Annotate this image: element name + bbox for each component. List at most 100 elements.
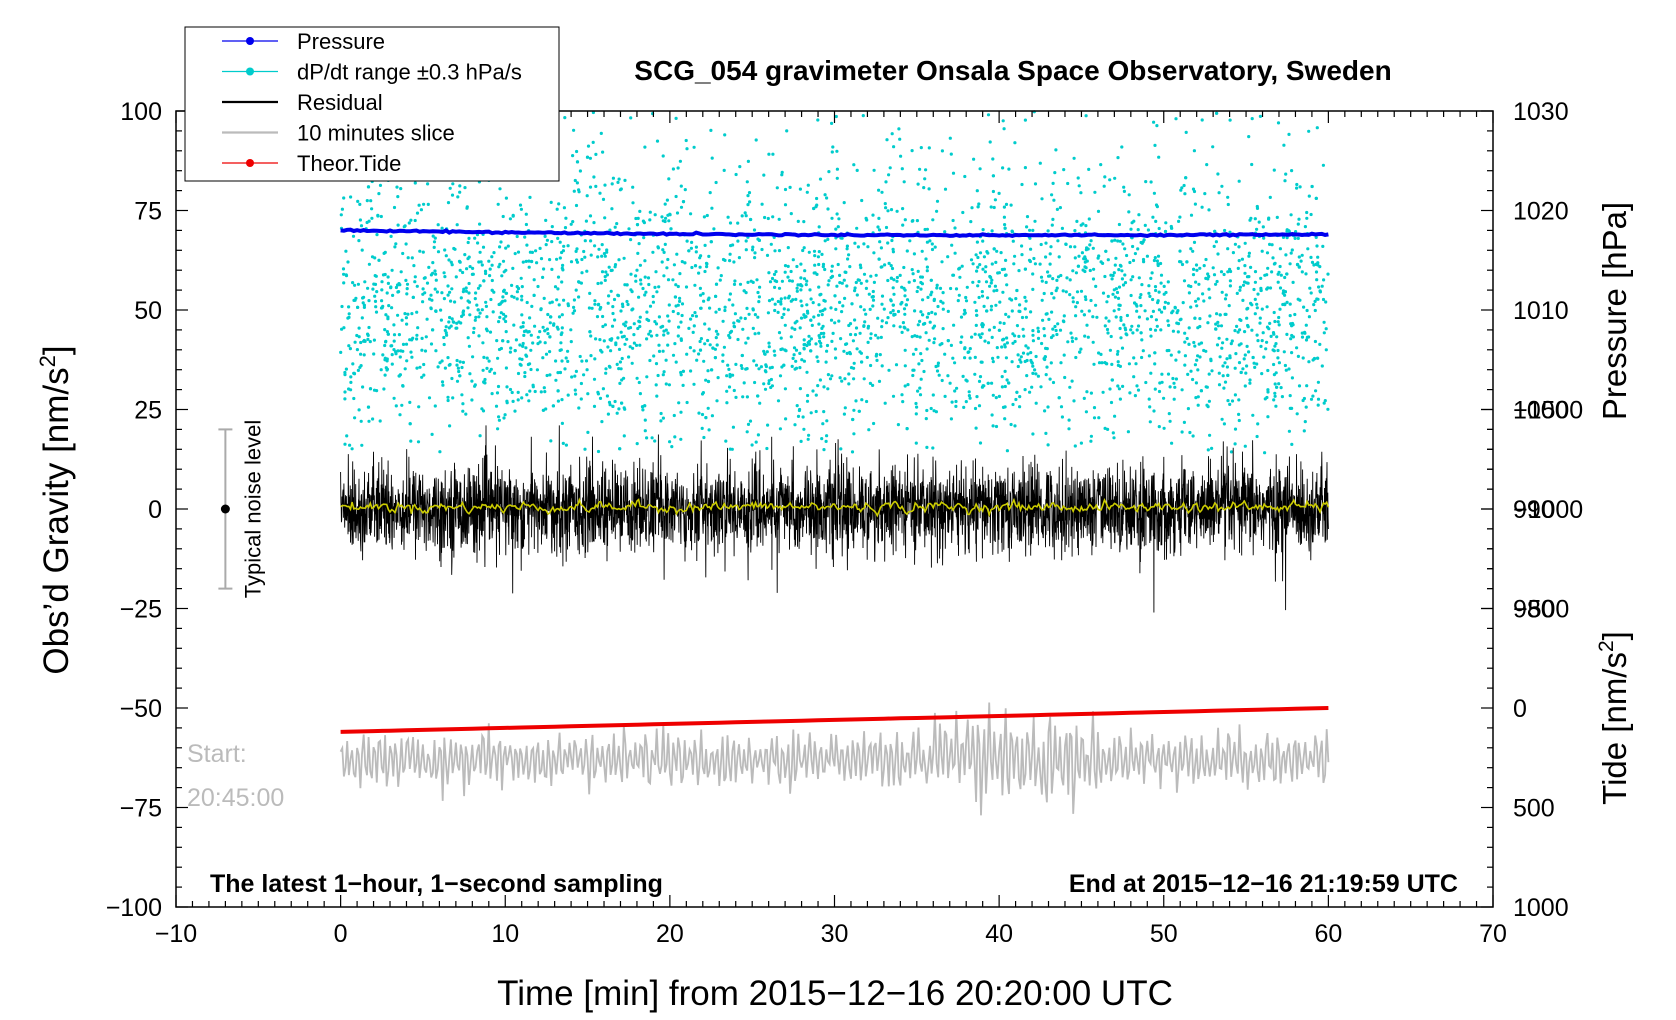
dpdt-point xyxy=(1163,229,1168,234)
dpdt-point xyxy=(968,396,972,400)
dpdt-point xyxy=(1040,197,1044,201)
dpdt-point xyxy=(1101,390,1105,394)
dpdt-point xyxy=(352,396,356,401)
dpdt-point xyxy=(343,397,347,401)
dpdt-point xyxy=(1121,283,1126,287)
dpdt-point xyxy=(1283,290,1287,294)
dpdt-point xyxy=(770,276,775,281)
dpdt-point xyxy=(725,374,729,378)
dpdt-point xyxy=(647,282,651,287)
dpdt-point xyxy=(1293,236,1297,240)
dpdt-point xyxy=(840,281,844,285)
dpdt-point xyxy=(1145,254,1149,258)
y-tick-label: 25 xyxy=(134,397,162,425)
dpdt-point xyxy=(585,368,589,372)
dpdt-point xyxy=(541,408,546,412)
dpdt-point xyxy=(1282,350,1286,354)
dpdt-point xyxy=(410,312,414,316)
dpdt-point xyxy=(1087,217,1091,221)
dpdt-point xyxy=(801,415,805,419)
dpdt-point xyxy=(498,302,502,306)
dpdt-point xyxy=(941,327,945,331)
dpdt-point xyxy=(1198,324,1202,329)
dpdt-point xyxy=(545,327,550,331)
dpdt-point xyxy=(871,289,875,294)
dpdt-point xyxy=(596,449,601,454)
dpdt-point xyxy=(1309,397,1314,401)
dpdt-point xyxy=(353,416,357,420)
dpdt-point xyxy=(445,333,449,337)
dpdt-point xyxy=(458,190,462,194)
dpdt-point xyxy=(344,367,348,371)
dpdt-point xyxy=(655,139,660,143)
dpdt-point xyxy=(499,240,503,244)
dpdt-point xyxy=(796,219,800,223)
dpdt-point xyxy=(409,218,413,222)
dpdt-point xyxy=(638,392,643,396)
dpdt-point xyxy=(499,311,503,315)
dpdt-point xyxy=(1033,182,1038,186)
dpdt-point xyxy=(679,370,683,375)
dpdt-point xyxy=(560,326,564,330)
dpdt-point xyxy=(636,251,640,255)
y-tick-label: −100 xyxy=(106,894,162,922)
dpdt-point xyxy=(723,133,727,137)
dpdt-point xyxy=(1104,316,1108,320)
dpdt-point xyxy=(698,265,702,269)
dpdt-point xyxy=(504,246,508,250)
dpdt-point xyxy=(1058,328,1063,332)
dpdt-point xyxy=(1129,227,1133,231)
dpdt-point xyxy=(849,332,853,337)
dpdt-point xyxy=(985,250,989,254)
dpdt-point xyxy=(1235,291,1239,295)
dpdt-point xyxy=(590,306,594,310)
dpdt-point xyxy=(1323,399,1327,403)
dpdt-point xyxy=(807,250,811,254)
dpdt-point xyxy=(702,359,706,363)
dpdt-point xyxy=(1166,301,1170,305)
dpdt-point xyxy=(613,318,617,322)
dpdt-point xyxy=(884,321,889,325)
dpdt-point xyxy=(931,393,935,397)
dpdt-point xyxy=(822,335,826,339)
dpdt-point xyxy=(1315,126,1319,130)
dpdt-point xyxy=(1214,240,1218,244)
dpdt-point xyxy=(918,393,923,397)
dpdt-point xyxy=(669,227,673,231)
dpdt-point xyxy=(919,377,923,381)
dpdt-point xyxy=(1219,324,1224,328)
dpdt-point xyxy=(1193,344,1197,348)
dpdt-point xyxy=(964,400,968,404)
dpdt-point xyxy=(516,286,521,291)
dpdt-point xyxy=(1089,239,1093,243)
dpdt-point xyxy=(501,259,506,263)
dpdt-point xyxy=(765,350,769,354)
dpdt-point xyxy=(440,226,444,230)
dpdt-point xyxy=(1274,404,1278,408)
dpdt-point xyxy=(638,320,642,324)
dpdt-point xyxy=(442,335,446,340)
dpdt-point xyxy=(541,325,545,329)
dpdt-point xyxy=(579,397,583,401)
dpdt-point xyxy=(1123,247,1127,251)
dpdt-point xyxy=(1131,331,1135,335)
dpdt-point xyxy=(1076,264,1080,268)
dpdt-point xyxy=(1260,372,1264,376)
dpdt-point xyxy=(569,260,574,264)
dpdt-point xyxy=(660,260,664,264)
dpdt-point xyxy=(1108,348,1112,352)
dpdt-point xyxy=(383,356,387,360)
dpdt-point xyxy=(1258,114,1262,118)
dpdt-point xyxy=(723,305,727,309)
dpdt-point xyxy=(978,375,983,379)
dpdt-point xyxy=(1005,378,1009,382)
dpdt-point xyxy=(1290,351,1294,355)
dpdt-point xyxy=(963,174,967,179)
dpdt-point xyxy=(605,394,610,398)
dpdt-point xyxy=(989,308,993,312)
dpdt-point xyxy=(1310,260,1315,264)
dpdt-point xyxy=(817,262,821,267)
dpdt-point xyxy=(783,203,788,207)
dpdt-point xyxy=(933,245,937,249)
dpdt-point xyxy=(772,349,776,353)
